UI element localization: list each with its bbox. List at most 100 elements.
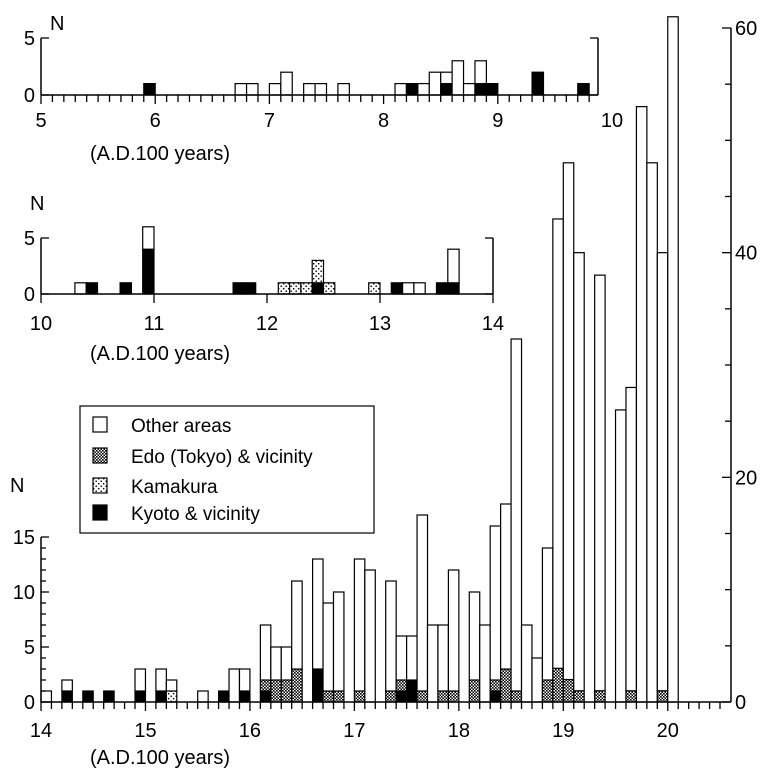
x-tick-label: 14 [482,313,504,335]
bar-kyoto-10.9 [142,248,155,295]
y-axis-label: N [50,13,64,35]
bar-kyoto-18.3 [489,690,502,703]
y-tick-label: 5 [24,28,35,50]
bar-kyoto-9.3 [531,71,545,96]
bar-edo-17.3 [385,690,397,703]
bar-other-16.7 [322,602,335,692]
bar-kyoto-17.5 [406,679,418,703]
bar-kyoto-14.9 [134,690,147,703]
bar-other-13.2 [402,282,415,295]
bar-edo-16.3 [280,679,293,703]
bar-other-16.6 [312,558,324,670]
bar-other-17.3 [385,580,397,692]
bar-other-19.1 [573,252,585,692]
bar-other-7 [268,82,282,96]
bar-kyoto-13.5 [435,282,449,295]
legend-label-other: Other areas [131,416,231,437]
x-tick-label: 11 [144,313,165,335]
bar-other-6.7 [234,82,248,96]
bar-other-8.7 [462,82,476,96]
bars [74,226,460,295]
x-tick-label: 12 [256,313,278,335]
bar-other-19.6 [625,386,638,692]
bar-kyoto-14.6 [103,690,115,703]
bar-other-16.1 [259,624,272,681]
bar-other-7.3 [303,82,316,96]
bar-other-7.6 [337,82,350,96]
bar-other-17.7 [426,624,439,703]
legend-swatch-edo [92,447,108,464]
y-right-tick-label: 60 [735,18,757,40]
bar-other-6.8 [245,82,259,96]
bar-kyoto-8.5 [440,82,453,96]
x-tick-label: 16 [239,720,261,742]
x-tick-label: 10 [30,313,52,335]
bar-edo-16.1 [259,679,272,692]
bar-kamakura-12.3 [300,282,313,295]
bar-other-15.1 [155,668,167,692]
bar-other-17.8 [437,624,450,692]
y-axis-label: N [10,475,24,497]
bar-kamakura-15.2 [165,690,178,703]
legend-label-kyoto: Kyoto & vicinity [131,504,260,525]
legend: Other areas Edo (Tokyo) & vicinity Kamak… [79,405,375,534]
legend-item-edo: Edo (Tokyo) & vicinity [92,447,313,468]
bar-kyoto-8.9 [485,82,499,96]
bar-other-17.5 [406,635,418,681]
bar-kyoto-17.4 [395,690,408,703]
bar-other-10.3 [74,282,87,295]
bar-other-10.9 [142,226,155,250]
y-tick-label: 15 [13,527,35,549]
bar-edo-17.4 [395,679,408,692]
bar-other-8.1 [394,82,408,96]
bar-other-18.8 [541,547,554,681]
bar-other-17.1 [364,569,376,703]
bar-other-18.2 [479,624,491,703]
legend-item-other: Other areas [92,416,231,437]
y-right-tick-label: 40 [735,243,757,265]
bar-other-19.5 [614,409,627,703]
bar-edo-19.6 [625,690,638,703]
bar-kyoto-16.6 [312,668,324,703]
bar-other-17 [353,558,366,692]
bar-other-17.9 [447,569,460,692]
x-tick-label: 17 [343,720,365,742]
bar-kyoto-11.8 [243,282,257,295]
bar-kamakura-12.2 [289,282,302,295]
y-right-tick-label: 20 [735,467,757,489]
bar-edo-19.1 [573,690,585,703]
x-tick-label: 7 [264,110,275,132]
bar-other-17.4 [395,635,408,681]
bar-kyoto-12.4 [311,282,325,295]
bar-edo-19.9 [656,690,669,703]
bar-kyoto-11.7 [232,282,246,295]
bar-other-19.9 [656,252,669,692]
x-tick-label: 20 [657,720,679,742]
bar-other-19 [562,162,575,681]
bar-edo-18.3 [489,679,502,692]
bar-kyoto-13.1 [390,282,404,295]
bar-kyoto-15.9 [238,690,251,703]
bar-edo-18.1 [468,679,481,703]
bar-kyoto-8.8 [474,82,487,96]
x-tick-label: 19 [552,720,574,742]
bar-other-18.1 [468,591,481,681]
legend-swatch-other [92,416,108,433]
y-ticks-left: 0 5 10 15 [13,527,49,714]
bar-kamakura-12.5 [322,282,336,295]
bar-other-14.2 [61,679,73,692]
bar-other-20 [667,16,679,703]
bar-kyoto-14.2 [61,690,73,703]
bar-other-18.6 [520,624,533,703]
bar-other-15.5 [197,690,209,703]
x-tick-label: 10 [601,110,623,132]
bars [143,60,590,96]
bar-other-18.3 [489,525,502,681]
bar-other-8.5 [440,71,453,85]
bar-other-13.6 [447,248,460,284]
bar-kamakura-12.1 [277,282,291,295]
bars [40,16,679,703]
bar-other-18.7 [531,657,544,703]
y-axis-label: N [30,193,44,215]
